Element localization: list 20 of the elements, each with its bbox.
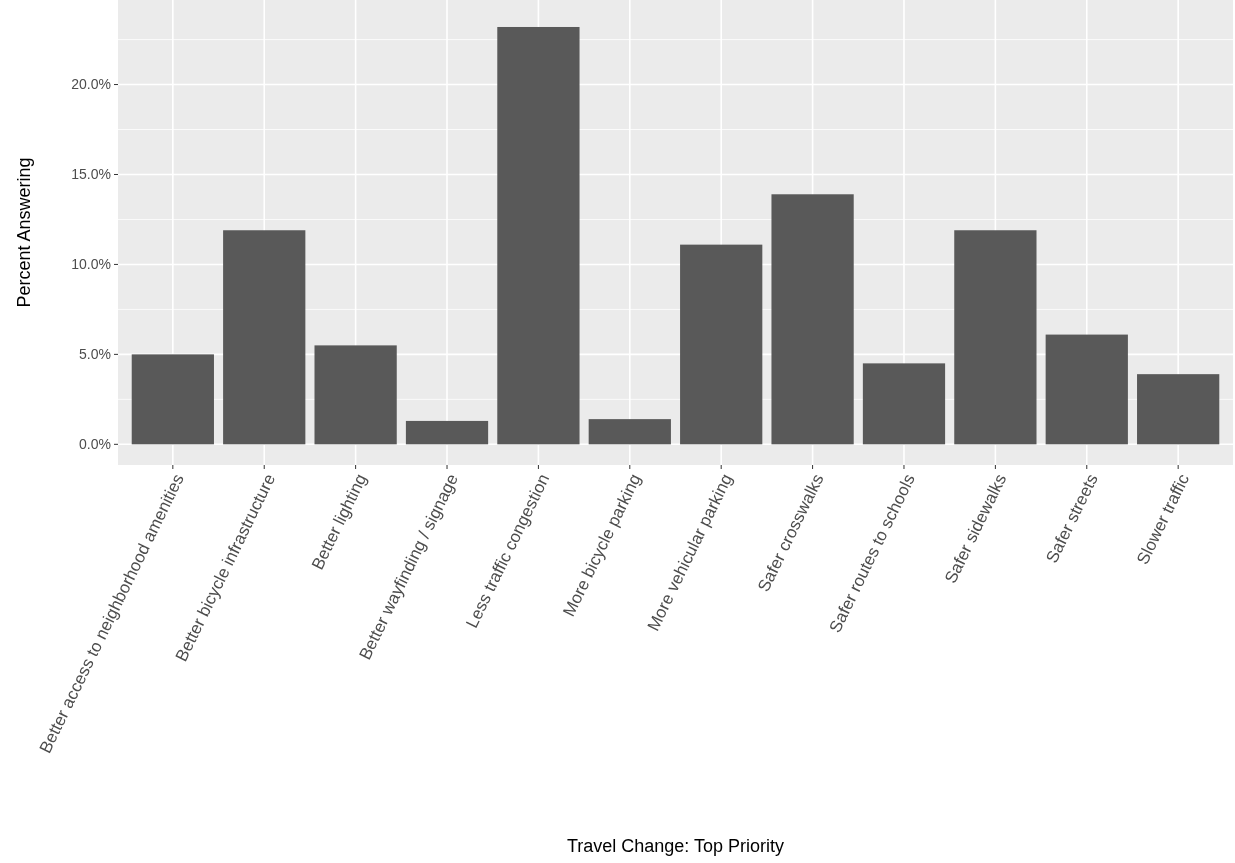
bar xyxy=(680,244,763,445)
bar xyxy=(588,419,671,445)
bar xyxy=(1045,334,1128,445)
bar xyxy=(1137,374,1220,445)
x-tick-label: Safer streets xyxy=(1042,471,1102,566)
bar xyxy=(314,345,397,445)
bar xyxy=(405,420,489,445)
y-tick-label: 15.0% xyxy=(71,166,111,183)
y-tick-label: 10.0% xyxy=(71,256,111,273)
bar xyxy=(954,230,1037,445)
y-tick-label: 0.0% xyxy=(79,436,111,453)
y-tick-label: 20.0% xyxy=(71,76,111,93)
y-axis-title: Percent Answering xyxy=(14,157,34,308)
bar xyxy=(862,363,946,445)
bar xyxy=(223,230,306,445)
bar xyxy=(131,354,214,445)
bar xyxy=(497,26,580,445)
x-axis-title: Travel Change: Top Priority xyxy=(566,836,785,856)
y-tick-label: 5.0% xyxy=(79,346,111,363)
bar xyxy=(771,194,854,445)
